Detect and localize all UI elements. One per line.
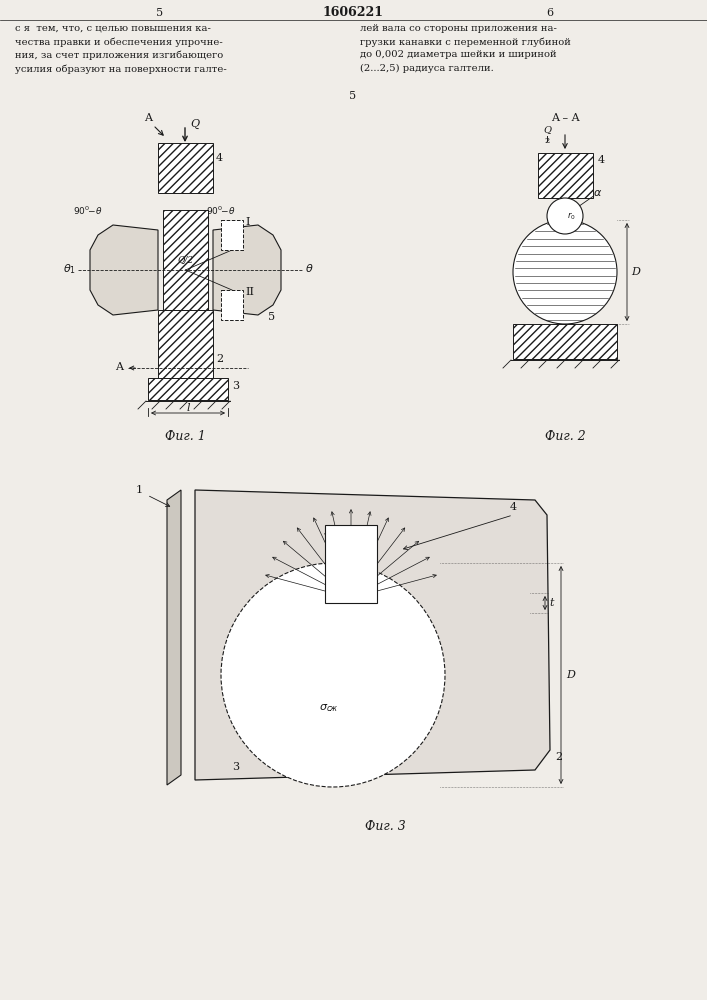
Text: 5: 5 bbox=[349, 91, 356, 101]
Circle shape bbox=[513, 220, 617, 324]
Text: 5: 5 bbox=[268, 312, 275, 322]
Bar bbox=[148, 378, 228, 400]
Text: 3: 3 bbox=[232, 762, 239, 772]
Text: с я  тем, что, с целью повышения ка-
чества правки и обеспечения упрочне-
ния, з: с я тем, что, с целью повышения ка- чест… bbox=[15, 24, 227, 74]
Circle shape bbox=[547, 198, 583, 234]
Text: 1606221: 1606221 bbox=[322, 6, 383, 19]
Text: Фиг. 1: Фиг. 1 bbox=[165, 430, 205, 443]
Text: $\theta$: $\theta$ bbox=[305, 262, 314, 274]
Text: $90^0\!\!-\!\theta$: $90^0\!\!-\!\theta$ bbox=[73, 205, 103, 217]
Polygon shape bbox=[90, 225, 158, 315]
Text: $\sigma_{c\!ж}$: $\sigma_{c\!ж}$ bbox=[319, 702, 337, 714]
Bar bbox=[538, 153, 593, 198]
Text: Фиг. 3: Фиг. 3 bbox=[365, 820, 405, 833]
Text: $\alpha$: $\alpha$ bbox=[593, 188, 602, 198]
Polygon shape bbox=[167, 490, 181, 785]
Bar bbox=[221, 220, 243, 250]
Polygon shape bbox=[213, 225, 281, 315]
Text: D: D bbox=[566, 670, 575, 680]
Text: $90^0\!\!-\!\theta$: $90^0\!\!-\!\theta$ bbox=[206, 205, 236, 217]
Text: l: l bbox=[186, 403, 189, 413]
Text: 6: 6 bbox=[547, 8, 554, 18]
Text: 2: 2 bbox=[544, 137, 549, 145]
Text: I: I bbox=[245, 217, 250, 227]
Bar bbox=[158, 143, 213, 193]
Text: A: A bbox=[144, 113, 152, 123]
Text: Q/2: Q/2 bbox=[177, 255, 194, 264]
Text: D: D bbox=[631, 267, 640, 277]
Bar bbox=[221, 290, 243, 320]
Text: 2: 2 bbox=[555, 752, 562, 762]
Text: лей вала со стороны приложения на-
грузки канавки с переменной глубиной
до 0,002: лей вала со стороны приложения на- грузк… bbox=[360, 24, 571, 73]
Text: 4: 4 bbox=[510, 502, 517, 512]
Text: $r_0$: $r_0$ bbox=[567, 210, 575, 222]
Text: Q: Q bbox=[190, 119, 199, 129]
Text: 1: 1 bbox=[136, 485, 143, 495]
Text: 3: 3 bbox=[232, 381, 239, 391]
Bar bbox=[163, 210, 208, 310]
Text: A: A bbox=[115, 362, 123, 372]
Text: t: t bbox=[549, 598, 554, 608]
Text: B: B bbox=[347, 543, 355, 553]
Text: Фиг. 2: Фиг. 2 bbox=[544, 430, 585, 443]
Text: $\theta_1$: $\theta_1$ bbox=[63, 262, 76, 276]
Text: 4: 4 bbox=[216, 153, 223, 163]
Polygon shape bbox=[195, 490, 550, 780]
Text: 5: 5 bbox=[156, 8, 163, 18]
Bar bbox=[158, 310, 213, 378]
Text: 2: 2 bbox=[216, 354, 223, 364]
Text: Q: Q bbox=[543, 125, 551, 134]
Circle shape bbox=[221, 563, 445, 787]
Bar bbox=[513, 324, 617, 359]
Bar bbox=[325, 525, 377, 603]
Text: 4: 4 bbox=[598, 155, 605, 165]
Text: II: II bbox=[245, 287, 254, 297]
Text: A – A: A – A bbox=[551, 113, 579, 123]
